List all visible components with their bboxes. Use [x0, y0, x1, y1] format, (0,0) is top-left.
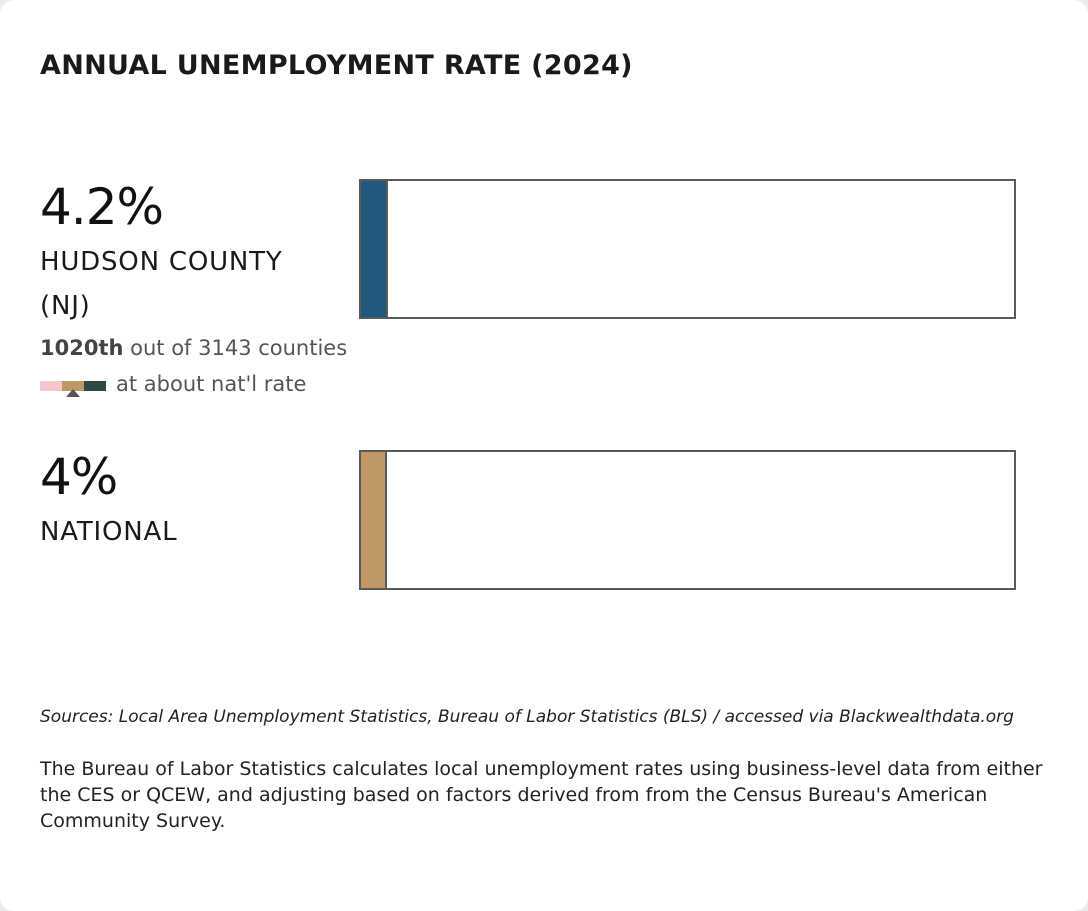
- methodology-note: The Bureau of Labor Statistics calculate…: [40, 758, 1043, 832]
- scale-segment-above: [84, 381, 106, 391]
- sources-text: Sources: Local Area Unemployment Statist…: [40, 707, 1014, 727]
- comparison-scale: [40, 381, 106, 397]
- scale-segment-about: [62, 381, 84, 391]
- county-rank-position: 1020th: [40, 336, 124, 360]
- county-bar-frame: [359, 179, 1016, 319]
- bar-county: [361, 181, 388, 317]
- county-name-label: HUDSON COUNTY (NJ): [40, 247, 283, 321]
- bar-national: [361, 452, 387, 588]
- scale-segment-below: [40, 381, 62, 391]
- comparison-text: at about nat'l rate: [116, 372, 307, 396]
- scale-pointer-icon: [66, 389, 80, 397]
- national-rate-value: 4%: [40, 448, 118, 506]
- chart-title: ANNUAL UNEMPLOYMENT RATE (2024): [40, 50, 633, 81]
- county-rank-total: out of 3143 counties: [130, 336, 348, 360]
- national-bar-frame: [359, 450, 1016, 590]
- county-rank-text: 1020th out of 3143 counties: [40, 336, 347, 360]
- county-rate-value: 4.2%: [40, 178, 164, 236]
- national-label: NATIONAL: [40, 517, 178, 547]
